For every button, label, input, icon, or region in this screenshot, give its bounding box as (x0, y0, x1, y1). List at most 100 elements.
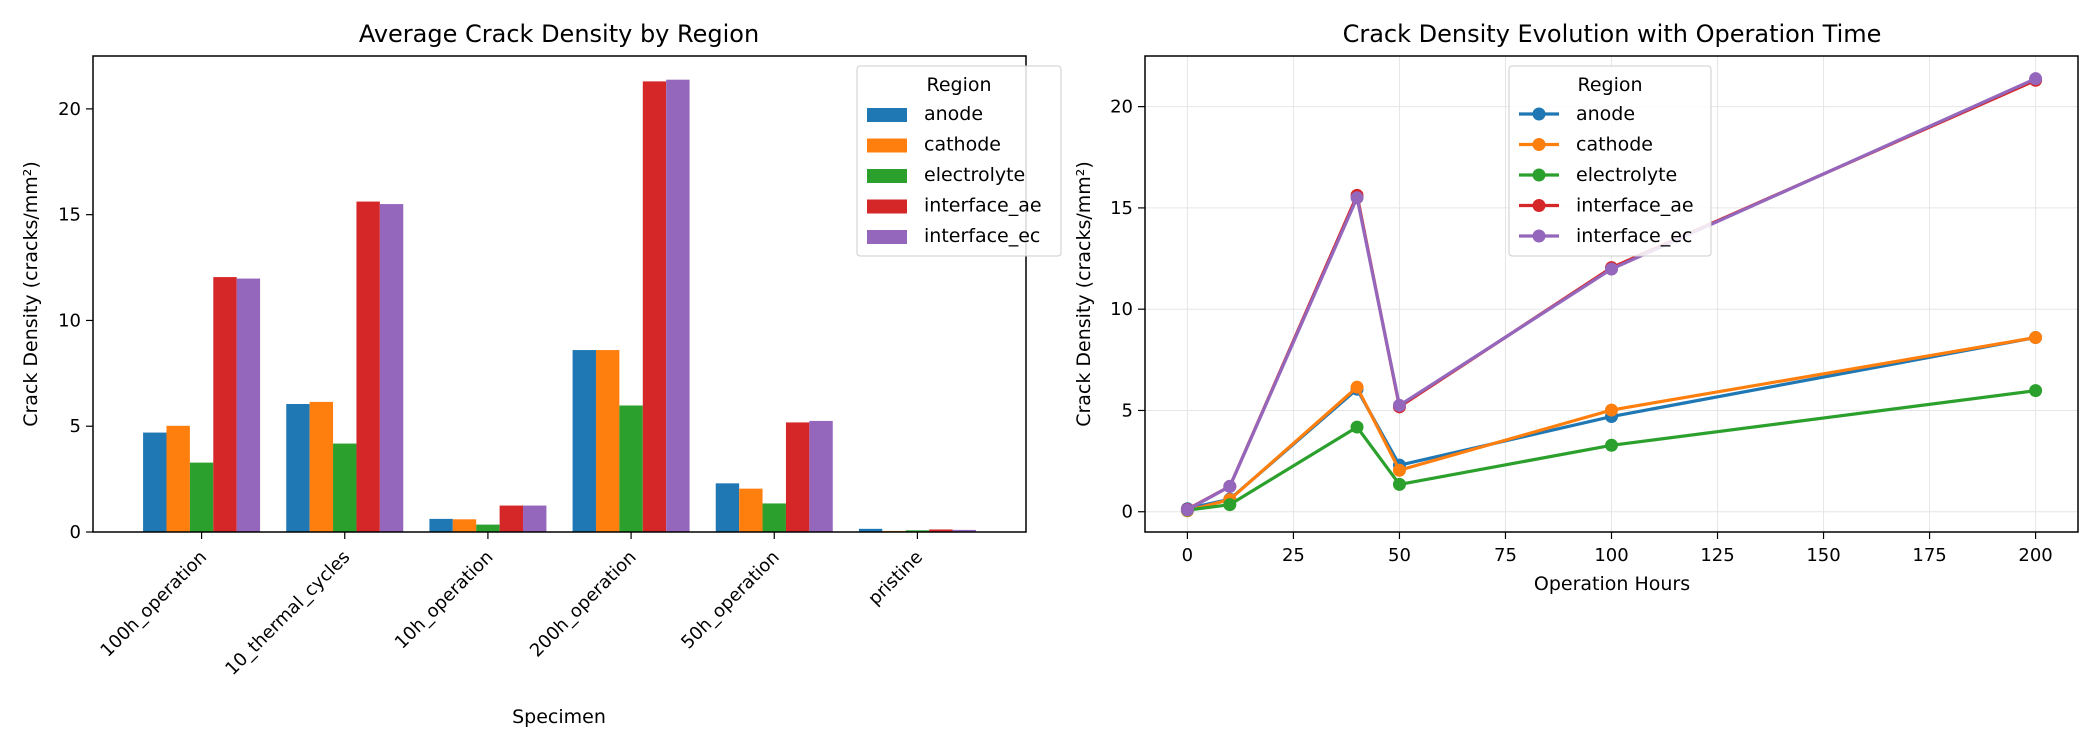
line-legend-marker-anode (1532, 107, 1546, 121)
bar-legend-label-electrolyte: electrolyte (924, 164, 1025, 186)
line-legend-title: Region (1577, 74, 1642, 96)
line-legend-label-interface_ec: interface_ec (1576, 225, 1692, 247)
bar-bars (143, 79, 976, 533)
line-legend-marker-electrolyte (1532, 168, 1546, 182)
line-point-electrolyte (1392, 477, 1406, 491)
line-x-tick-label: 50 (1388, 545, 1411, 566)
bar-interface_ae (785, 422, 810, 532)
line-x-tick-label: 150 (1806, 545, 1840, 566)
line-point-interface_ec (2029, 72, 2043, 86)
bar-y-tick-label: 5 (70, 416, 81, 437)
bar-anode (572, 350, 596, 532)
bar-plot-frame (92, 55, 1027, 533)
bar-x-axis-label: Specimen (512, 706, 606, 728)
line-point-cathode (1350, 380, 1364, 394)
bar-interface_ae (642, 81, 667, 533)
bar-interface_ec (952, 529, 976, 532)
bar-x-ticks: 100h_operation 10_thermal_cycles 10h_opera… (96, 532, 927, 680)
line-chart: Crack Density Evolution with Operation T… (1073, 20, 2079, 595)
line-point-interface_ec (1392, 398, 1406, 412)
bar-x-tick-label: pristine (864, 547, 927, 610)
line-legend-label-anode: anode (1576, 103, 1635, 125)
bar-legend-label-cathode: cathode (924, 134, 1001, 156)
line-x-axis-label: Operation Hours (1534, 573, 1690, 595)
bar-electrolyte (905, 530, 930, 532)
line-legend-marker-interface_ae (1532, 199, 1546, 212)
line-legend-box (1508, 65, 1712, 257)
bar-interface_ae (356, 201, 380, 532)
bar-x-tick-label: 100h_operation (96, 547, 211, 662)
line-x-tick-label: 0 (1182, 545, 1193, 566)
bar-legend-swatch-electrolyte (867, 169, 907, 183)
line-point-electrolyte (2029, 384, 2043, 398)
bar-interface_ae (213, 277, 237, 532)
bar-anode (429, 518, 453, 532)
bar-cathode (452, 519, 477, 532)
bar-x-tick-label: 50h_operation (677, 547, 784, 654)
line-x-tick-label: 175 (1912, 545, 1946, 566)
line-point-interface_ec (1350, 191, 1364, 205)
bar-cathode (739, 488, 763, 532)
line-legend: Region anode cathode electrolyte interface_… (1508, 65, 1712, 257)
bar-y-tick-label: 15 (58, 205, 81, 226)
line-legend-marker-cathode (1532, 138, 1546, 151)
bar-anode (286, 404, 310, 532)
line-x-ticks: 0 25 50 75 100 125 150 175 200 (1182, 532, 2053, 566)
bar-y-axis-label: Crack Density (cracks/mm²) (20, 161, 42, 427)
line-y-tick-label: 0 (1122, 502, 1133, 523)
bar-legend-label-interface_ec: interface_ec (924, 225, 1040, 247)
bar-y-tick-label: 0 (70, 522, 81, 543)
line-y-tick-label: 5 (1122, 400, 1133, 421)
line-point-cathode (1392, 463, 1406, 477)
line-x-tick-label: 200 (2018, 545, 2052, 566)
bar-anode (858, 528, 883, 532)
bar-x-tick-label: 10_thermal_cycles (221, 547, 354, 680)
bar-x-tick-label: 200h_operation (526, 547, 641, 662)
bar-electrolyte (476, 524, 500, 532)
bar-cathode (309, 401, 334, 532)
bar-legend-label-anode: anode (924, 103, 983, 125)
bar-legend-title: Region (926, 74, 991, 96)
line-series-electrolyte (1187, 389, 2036, 512)
line-point-interface_ec (1223, 479, 1237, 493)
bar-interface_ec (666, 79, 690, 533)
bar-interface_ec (523, 505, 547, 532)
bar-interface_ec (809, 420, 833, 532)
bar-legend-swatch-interface_ec (867, 230, 907, 244)
line-x-tick-label: 75 (1494, 545, 1517, 566)
bar-interface_ae (499, 505, 524, 532)
line-y-tick-label: 10 (1110, 299, 1133, 320)
line-legend-label-electrolyte: electrolyte (1576, 164, 1677, 186)
bar-legend-swatch-interface_ae (867, 199, 907, 214)
line-y-ticks: 0 5 10 15 20 (1110, 97, 1145, 523)
bar-legend-swatch-cathode (867, 138, 907, 153)
bar-cathode (595, 350, 620, 532)
bar-interface_ae (929, 529, 953, 532)
line-point-electrolyte (1350, 420, 1364, 434)
line-legend-label-interface_ae: interface_ae (1576, 195, 1694, 217)
bar-chart: Average Crack Density by Region 0 5 10 15 20… (20, 20, 1062, 728)
bar-interface_ec (236, 278, 261, 532)
bar-anode (715, 483, 740, 532)
line-point-electrolyte (1605, 438, 1618, 452)
bar-legend-box (856, 65, 1062, 257)
line-legend-marker-interface_ec (1532, 229, 1546, 243)
bar-legend-label-interface_ae: interface_ae (924, 195, 1042, 217)
bar-chart-title: Average Crack Density by Region (359, 20, 759, 48)
bar-legend-swatch-anode (867, 108, 907, 122)
bar-electrolyte (189, 462, 214, 532)
line-x-tick-label: 100 (1594, 545, 1628, 566)
line-legend-label-cathode: cathode (1576, 134, 1653, 156)
line-point-interface_ec (1605, 262, 1618, 276)
bar-interface_ec (379, 204, 404, 533)
bar-y-ticks: 0 5 10 15 20 (58, 99, 93, 543)
line-y-tick-label: 15 (1110, 198, 1133, 219)
bar-anode (143, 432, 167, 532)
line-plot-frame (1144, 55, 2079, 533)
bar-electrolyte (333, 443, 357, 532)
line-point-interface_ec (1180, 503, 1194, 517)
bar-electrolyte (762, 503, 786, 532)
bar-legend: Region anode cathode electrolyte interface_… (856, 65, 1062, 257)
line-chart-title: Crack Density Evolution with Operation T… (1343, 20, 1882, 48)
